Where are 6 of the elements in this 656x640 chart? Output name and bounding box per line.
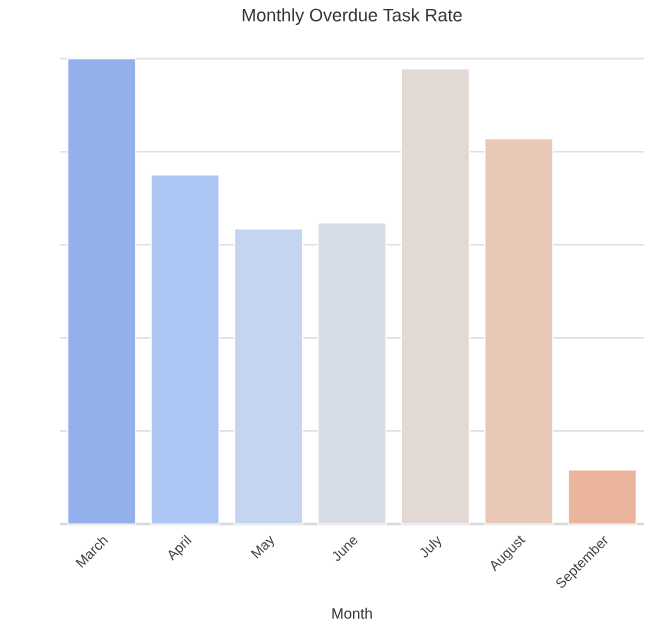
bar — [233, 228, 304, 525]
chart-title: Monthly Overdue Task Rate — [242, 8, 462, 25]
bar — [67, 58, 137, 525]
bar — [567, 469, 637, 525]
bar — [484, 138, 554, 525]
bar — [150, 174, 220, 525]
